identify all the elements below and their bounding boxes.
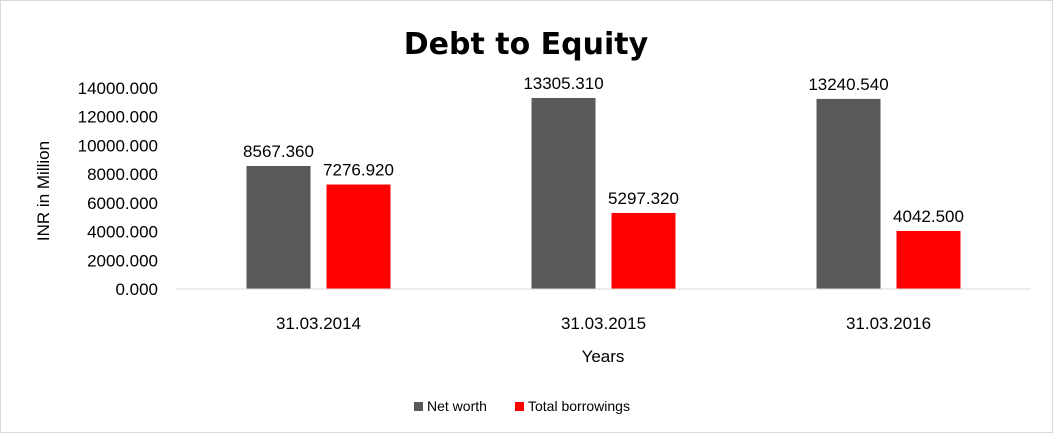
y-tick-label: 2000.000	[87, 251, 158, 270]
legend: Net worth Total borrowings	[414, 398, 630, 414]
x-tick-label: 31.03.2014	[276, 314, 361, 333]
y-tick-label: 14000.000	[78, 79, 158, 98]
y-tick-label: 12000.000	[78, 108, 158, 127]
bar-net-worth	[816, 98, 881, 289]
y-tick-label: 4000.000	[87, 223, 158, 242]
data-label: 13240.540	[808, 75, 888, 94]
y-axis-title: INR in Million	[34, 141, 53, 241]
bar-total-borrowings	[611, 212, 676, 289]
y-tick-label: 0.000	[115, 280, 158, 299]
bar-net-worth	[246, 165, 311, 289]
y-tick-label: 6000.000	[87, 194, 158, 213]
legend-swatch-net-worth	[414, 402, 423, 411]
x-tick-label: 31.03.2015	[561, 314, 646, 333]
data-label: 5297.320	[608, 189, 679, 208]
data-label: 4042.500	[893, 207, 964, 226]
data-label: 8567.360	[243, 142, 314, 161]
y-axis-tick-labels: 0.000 2000.000 4000.000 6000.000 8000.000 100…	[78, 79, 158, 299]
x-tick-label: 31.03.2016	[846, 314, 931, 333]
bar-total-borrowings	[326, 184, 391, 289]
legend-swatch-total-borrowings	[515, 402, 524, 411]
legend-label-net-worth: Net worth	[427, 398, 487, 414]
data-label: 13305.310	[523, 74, 603, 93]
chart-title: Debt to Equity	[404, 27, 649, 62]
data-labels-group: 8567.360 7276.920 13305.310 5297.320 13240.5…	[243, 74, 964, 226]
bar-net-worth	[531, 97, 596, 290]
data-label: 7276.920	[323, 161, 394, 180]
y-tick-label: 10000.000	[78, 136, 158, 155]
x-axis-category-labels: 31.03.2014 31.03.2015 31.03.2016	[276, 314, 931, 333]
bar-total-borrowings	[896, 230, 961, 289]
bars-group	[246, 97, 961, 290]
x-axis-title: Years	[582, 347, 625, 366]
legend-label-total-borrowings: Total borrowings	[528, 398, 630, 414]
y-tick-label: 8000.000	[87, 165, 158, 184]
